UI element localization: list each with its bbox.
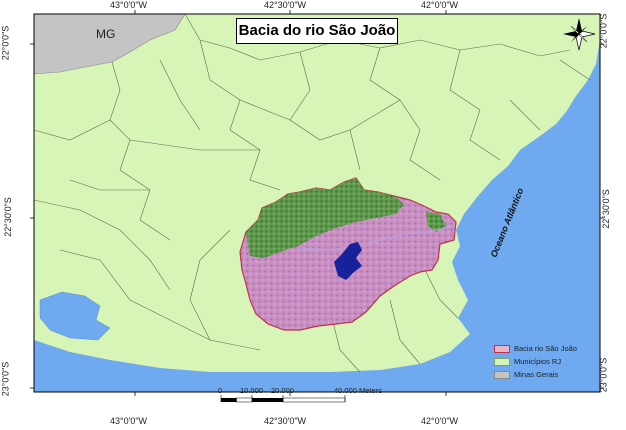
- basin-forest-patch: [426, 212, 446, 232]
- basin-forest-area: [246, 178, 404, 258]
- legend: Bacia rio São João Municípios RJ Minas G…: [494, 342, 577, 381]
- coord-right-0: 22°0'0"S: [598, 13, 609, 49]
- legend-label-municipios: Municípios RJ: [514, 357, 562, 366]
- bay-area: [39, 291, 111, 341]
- juturnaiba-reservoir: [334, 242, 362, 280]
- legend-label-minas: Minas Gerais: [514, 370, 559, 379]
- graticule-ticks: [30, 10, 604, 396]
- legend-item-municipios: Municípios RJ: [494, 355, 577, 368]
- scale-tick-3: 40.000 Meters: [334, 386, 382, 395]
- coord-bottom-2: 42°0'0"W: [421, 416, 459, 426]
- coord-top-0: 43°0'0"W: [110, 0, 148, 10]
- coord-top-1: 42°30'0"W: [264, 0, 307, 10]
- scale-tick-2: 20.000: [271, 386, 294, 395]
- scalebar-graphic: [220, 395, 346, 403]
- map-border: [33, 13, 601, 393]
- minas-gerais-region: [34, 14, 186, 75]
- legend-swatch-municipios: [494, 357, 510, 366]
- coord-left-2: 23°0'0"S: [0, 361, 11, 397]
- coord-top-2: 42°0'0"W: [421, 0, 459, 10]
- coord-left-0: 22°0'0"S: [0, 25, 11, 61]
- coord-left-1: 22°30'0"S: [2, 197, 13, 237]
- map-title: Bacia do rio São João: [236, 18, 398, 44]
- legend-item-minas: Minas Gerais: [494, 368, 577, 381]
- scale-tick-0: 0: [218, 386, 223, 395]
- ocean-area: [34, 14, 600, 392]
- scale-tick-1: 10.000: [240, 386, 263, 395]
- coord-bottom-1: 42°30'0"W: [264, 416, 307, 426]
- coord-bottom-0: 43°0'0"W: [110, 416, 148, 426]
- legend-item-basin: Bacia rio São João: [494, 342, 577, 355]
- legend-label-basin: Bacia rio São João: [514, 344, 577, 353]
- compass-rose-icon: [563, 18, 596, 51]
- state-label-mg: MG: [96, 27, 115, 41]
- coord-right-2: 23°0'0"S: [598, 357, 609, 393]
- legend-swatch-basin: [494, 344, 510, 353]
- scalebar: 0 10.000 20.000 40.000 Meters: [216, 386, 382, 416]
- municipal-boundaries: [34, 14, 591, 373]
- river: [299, 225, 455, 251]
- coord-right-1: 22°30'0"S: [600, 189, 611, 229]
- legend-swatch-minas: [494, 370, 510, 379]
